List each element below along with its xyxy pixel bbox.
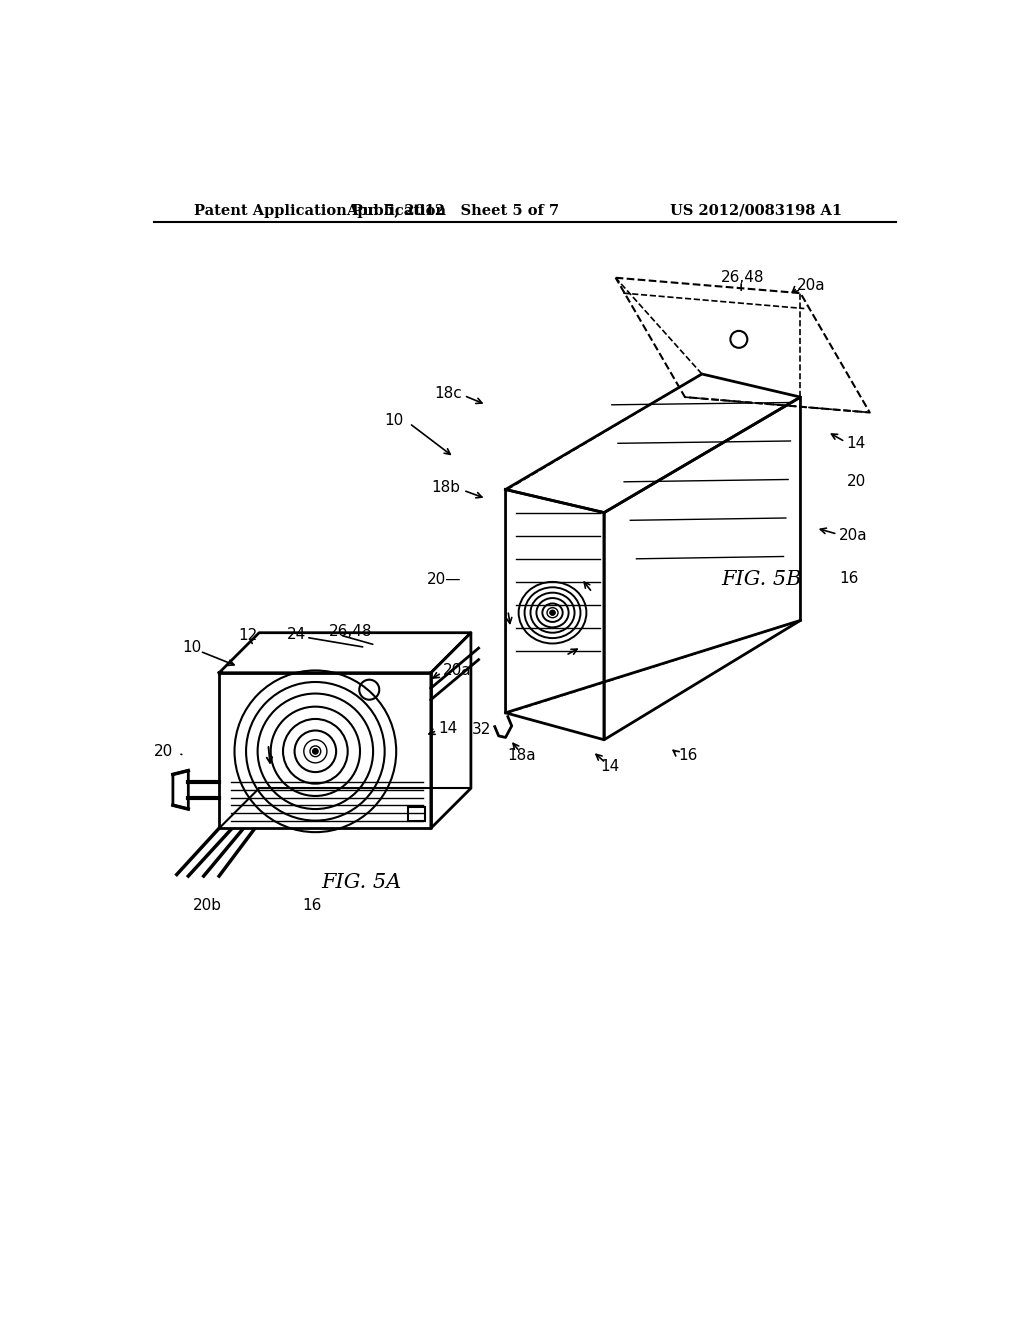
Text: 16: 16: [839, 570, 858, 586]
Text: 20: 20: [847, 474, 866, 490]
Text: 18c: 18c: [434, 385, 462, 401]
Text: 24: 24: [287, 627, 306, 642]
Text: 16: 16: [302, 898, 322, 913]
Text: 20—: 20—: [427, 572, 462, 587]
Text: 18a: 18a: [508, 747, 536, 763]
Text: 20a: 20a: [442, 663, 471, 678]
Text: 10: 10: [385, 413, 403, 428]
Text: 16: 16: [679, 747, 698, 763]
Bar: [408, 807, 425, 821]
Text: 18b: 18b: [431, 480, 460, 495]
Text: Patent Application Publication: Patent Application Publication: [194, 203, 445, 218]
Text: 10: 10: [182, 640, 202, 655]
Text: 20a: 20a: [797, 279, 825, 293]
Text: FIG. 5A: FIG. 5A: [322, 873, 401, 892]
Text: 12: 12: [238, 628, 257, 643]
Text: 20: 20: [154, 743, 173, 759]
Text: Apr. 5, 2012   Sheet 5 of 7: Apr. 5, 2012 Sheet 5 of 7: [346, 203, 559, 218]
Text: 14: 14: [600, 759, 620, 775]
Circle shape: [550, 610, 555, 615]
Text: 14: 14: [438, 721, 458, 735]
Text: 20a: 20a: [839, 528, 867, 544]
Text: 32: 32: [471, 722, 490, 738]
Text: 14: 14: [847, 436, 866, 451]
Text: 26,48: 26,48: [721, 271, 765, 285]
Circle shape: [312, 748, 318, 754]
Text: US 2012/0083198 A1: US 2012/0083198 A1: [670, 203, 842, 218]
Text: FIG. 5B: FIG. 5B: [722, 570, 802, 589]
Text: 20b: 20b: [194, 898, 222, 913]
Text: 26,48: 26,48: [330, 624, 373, 639]
